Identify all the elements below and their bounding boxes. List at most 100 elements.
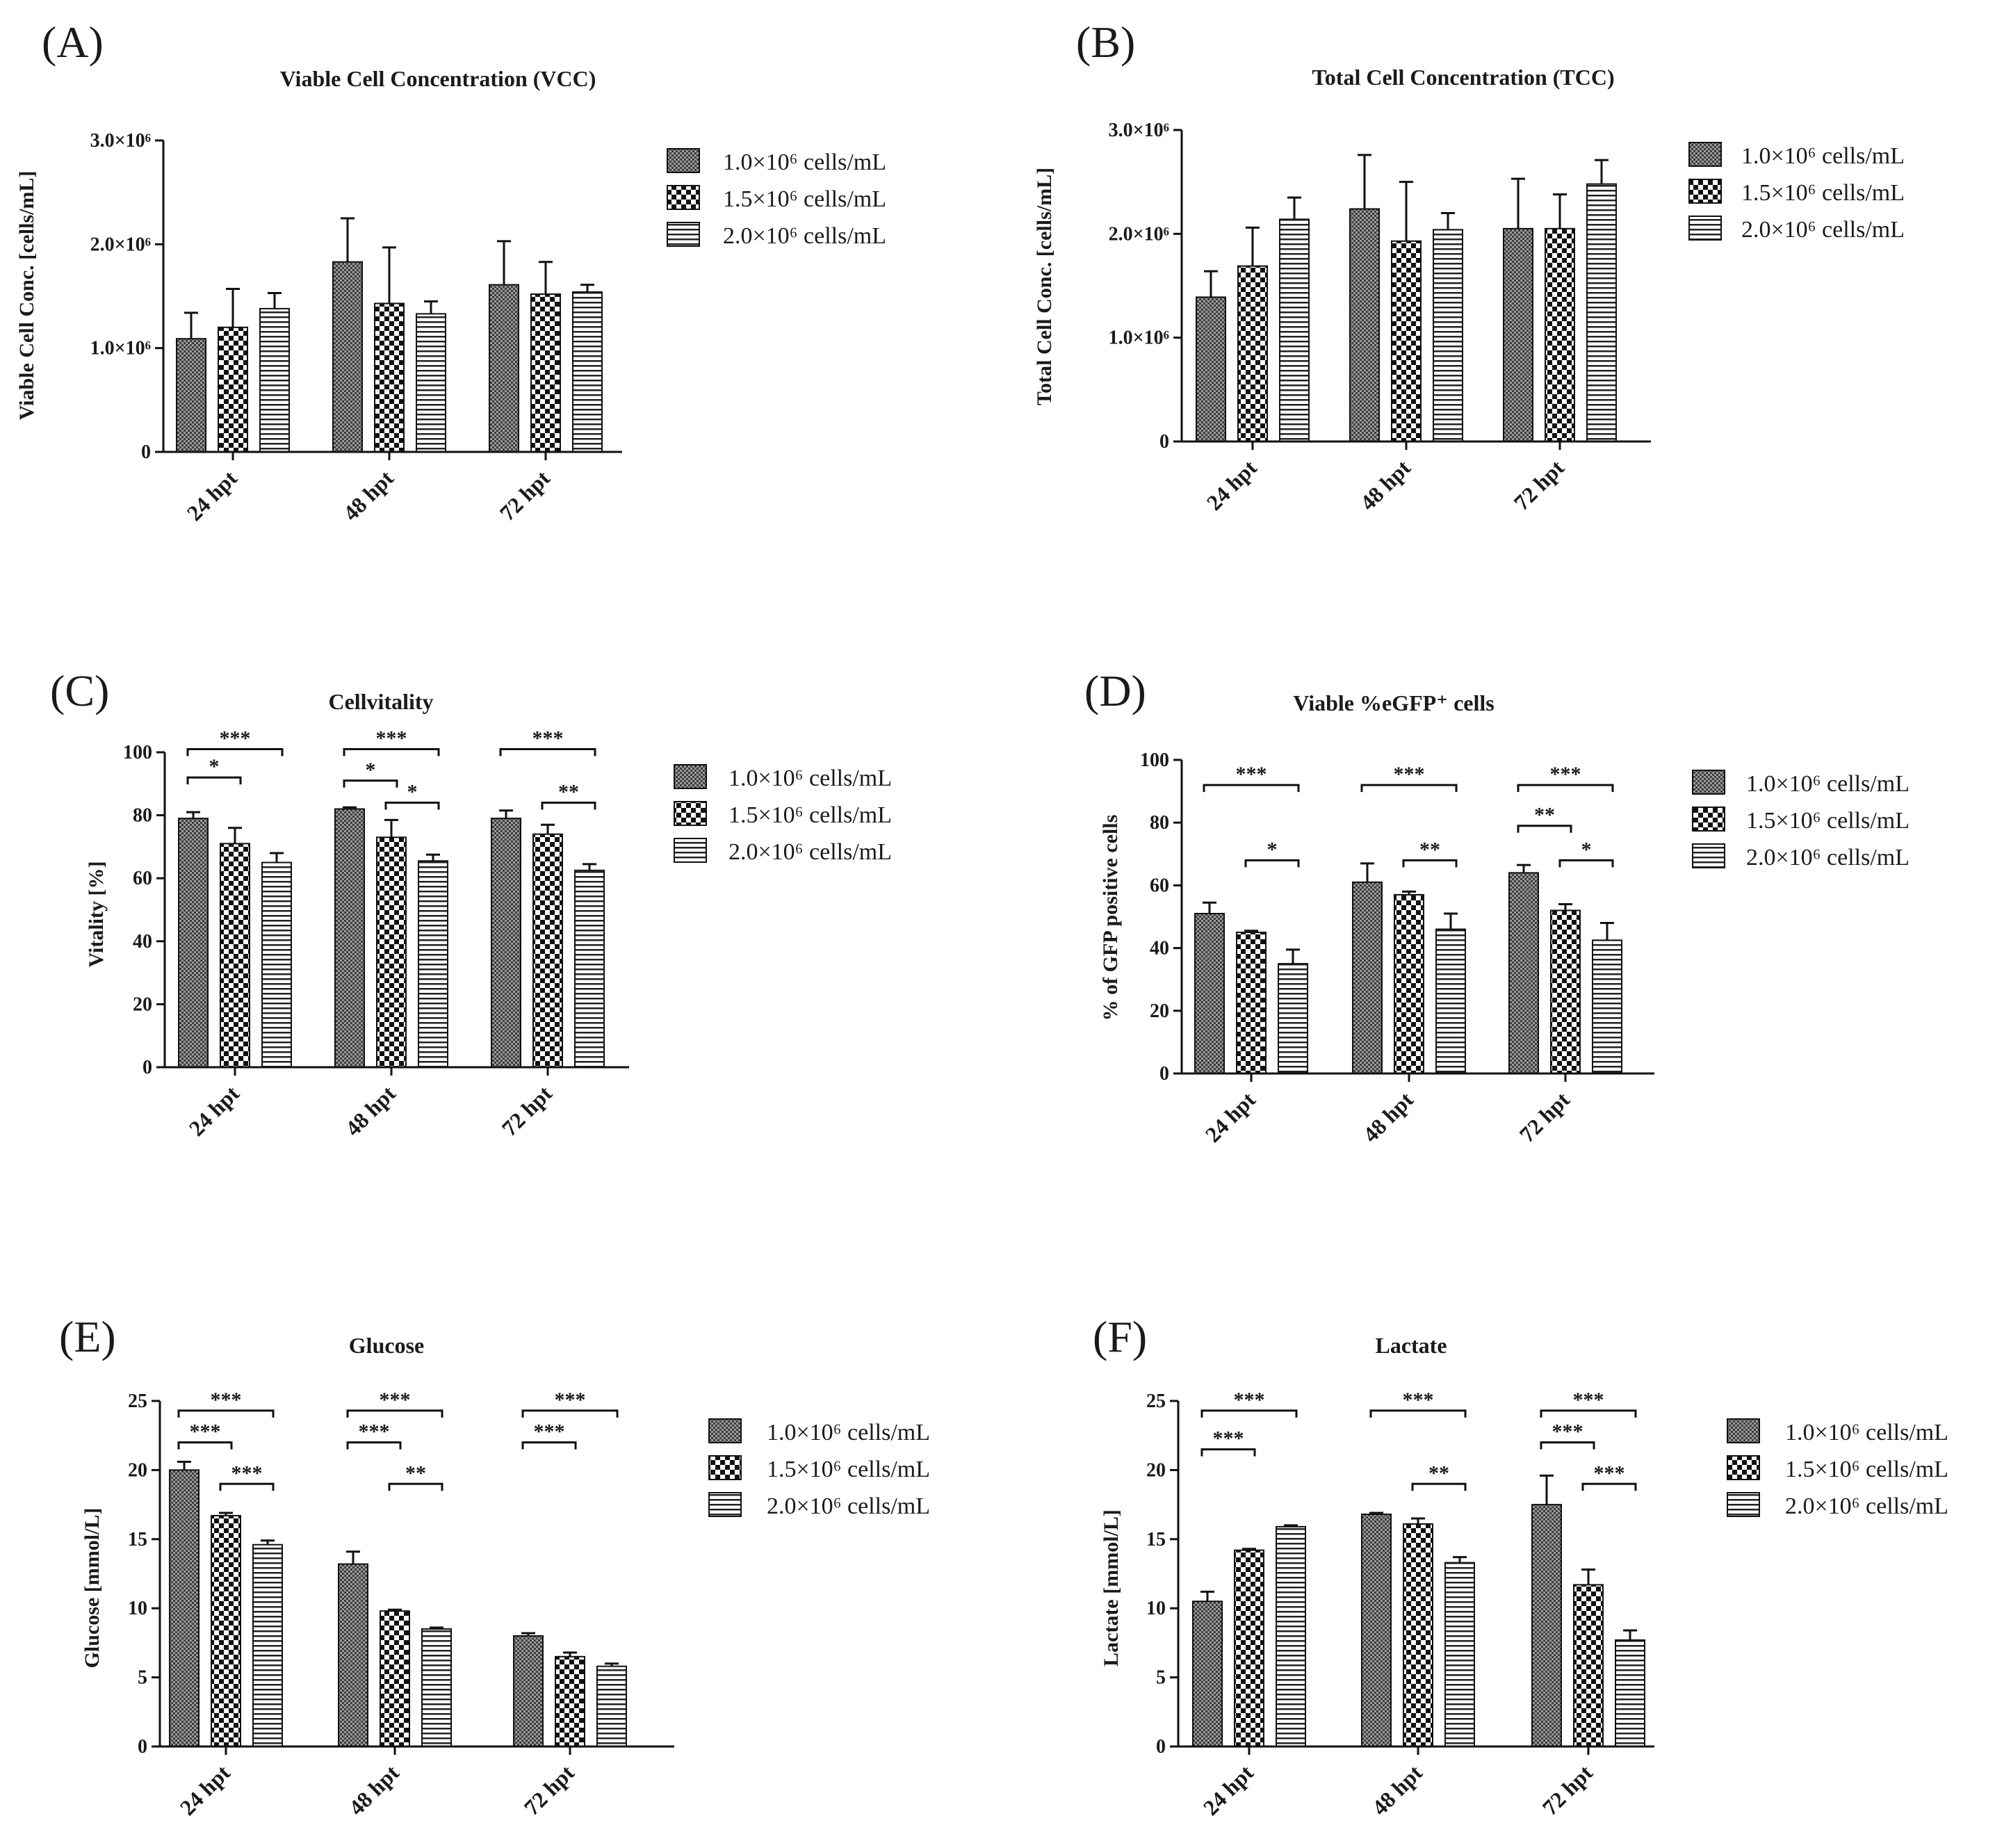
y-tick-label: 5 xyxy=(1156,1667,1166,1689)
bar-72-hpt-series-1 xyxy=(1503,227,1533,442)
y-tick-label: 20 xyxy=(1150,1000,1169,1022)
x-tick-label: 24 hpt xyxy=(182,465,243,526)
bar-48-hpt-series-3 xyxy=(421,1628,452,1748)
significance-label: ** xyxy=(1419,838,1440,861)
significance-label: * xyxy=(209,755,220,778)
significance-bracket xyxy=(219,1482,275,1491)
legend-swatch-2 xyxy=(1688,179,1722,204)
panel-d-title: Viable %eGFP⁺ cells xyxy=(1293,690,1494,715)
panel-b-plot: 0 1.0×10⁶ 2.0×10⁶ 3.0×10⁶ 24 hpt 48 hpt 72 hpt xyxy=(1109,120,1651,515)
significance-bracket xyxy=(1244,859,1300,868)
bar-24-hpt-series-2 xyxy=(211,1515,241,1747)
legend-label-3: 2.0×10⁶ cells/mL xyxy=(723,223,886,249)
legend-swatch-3 xyxy=(1688,216,1722,241)
legend-label-3: 2.0×10⁶ cells/mL xyxy=(1785,1493,1948,1519)
bar-24-hpt-series-3 xyxy=(259,307,290,453)
bar-48-hpt-series-2 xyxy=(1391,240,1422,442)
bar-24-hpt-series-3 xyxy=(1276,1525,1306,1747)
significance-bracket xyxy=(1402,859,1458,868)
significance-bracket xyxy=(1360,784,1458,793)
significance-label: * xyxy=(1267,838,1278,861)
significance-label: *** xyxy=(1403,1388,1434,1411)
panel-e-label: (E) xyxy=(59,1312,116,1361)
y-tick-label: 0 xyxy=(1156,1736,1166,1758)
bar-24-hpt-series-3 xyxy=(252,1543,283,1747)
panel-c: (C) Cellvitality Vitality [%] 0 20 40 60 80 1… xyxy=(50,666,892,1141)
x-tick-label: 72 hpt xyxy=(1538,1760,1598,1820)
significance-bracket xyxy=(346,1441,402,1450)
legend-swatch-1 xyxy=(667,148,700,173)
bar-24-hpt-series-2 xyxy=(1236,932,1267,1075)
panel-d-y-axis-label: % of GFP positive cells xyxy=(1099,815,1122,1021)
bar-72-hpt-series-2 xyxy=(555,1655,585,1748)
x-tick-label: 48 hpt xyxy=(339,465,399,526)
bar-48-hpt-series-3 xyxy=(416,313,446,453)
legend-swatch-2 xyxy=(667,185,700,210)
x-tick-label: 48 hpt xyxy=(1355,455,1416,515)
bar-72-hpt-series-1 xyxy=(491,818,521,1068)
significance-label: *** xyxy=(534,1420,565,1443)
legend-label-2: 1.5×10⁶ cells/mL xyxy=(1741,180,1905,206)
panel-f-label: (F) xyxy=(1093,1312,1147,1361)
bar-48-hpt-series-3 xyxy=(1433,229,1463,442)
bar-24-hpt-series-2 xyxy=(218,326,248,453)
y-tick-label: 25 xyxy=(128,1391,147,1412)
y-tick-label: 10 xyxy=(128,1598,147,1619)
legend-label-2: 1.5×10⁶ cells/mL xyxy=(1785,1457,1948,1482)
y-tick-label: 20 xyxy=(133,994,152,1015)
bar-48-hpt-series-2 xyxy=(1394,893,1424,1075)
bar-24-hpt-series-1 xyxy=(1194,912,1225,1074)
significance-bracket xyxy=(1517,784,1614,793)
bar-24-hpt-series-3 xyxy=(261,861,292,1069)
legend-label-3: 2.0×10⁶ cells/mL xyxy=(1746,845,1909,870)
significance-bracket xyxy=(388,1482,443,1491)
legend-swatch-3 xyxy=(708,1492,742,1517)
significance-bracket xyxy=(521,1441,577,1450)
y-tick-label: 0 xyxy=(1159,1063,1169,1085)
y-tick-label: 1.0×10⁶ xyxy=(90,338,151,359)
legend-swatch-1 xyxy=(1727,1418,1760,1443)
panel-e-y-axis-label: Glucose [mmol/L] xyxy=(81,1508,104,1669)
y-tick-label: 3.0×10⁶ xyxy=(1109,120,1169,141)
x-tick-label: 72 hpt xyxy=(497,1080,557,1141)
legend-label-3: 2.0×10⁶ cells/mL xyxy=(728,839,892,865)
significance-label: *** xyxy=(190,1420,221,1443)
legend-swatch-3 xyxy=(674,838,707,863)
x-tick-label: 48 hpt xyxy=(341,1080,401,1141)
significance-bracket xyxy=(186,776,242,785)
y-tick-label: 100 xyxy=(123,742,152,763)
panel-b-title: Total Cell Concentration (TCC) xyxy=(1312,65,1614,90)
significance-label: * xyxy=(1581,838,1592,861)
y-tick-label: 80 xyxy=(133,805,152,827)
y-tick-label: 40 xyxy=(133,931,152,953)
panel-c-label: (C) xyxy=(50,666,109,715)
legend-swatch-1 xyxy=(1692,770,1725,795)
bar-72-hpt-series-2 xyxy=(532,833,563,1069)
y-tick-label: 60 xyxy=(1150,875,1169,896)
significance-label: *** xyxy=(1236,763,1267,786)
panel-f-title: Lactate xyxy=(1375,1333,1447,1358)
bar-24-hpt-series-3 xyxy=(1278,963,1308,1075)
significance-label: *** xyxy=(1594,1461,1625,1484)
legend-label-1: 1.0×10⁶ cells/mL xyxy=(1746,771,1909,797)
bar-48-hpt-series-1 xyxy=(1349,208,1380,442)
panel-a-plot: 0 1.0×10⁶ 2.0×10⁶ 3.0×10⁶ 24 hpt 48 hpt 72 hpt xyxy=(90,130,622,526)
y-tick-label: 3.0×10⁶ xyxy=(90,130,151,152)
panel-b-y-axis-label: Total Cell Conc. [cells/mL] xyxy=(1033,168,1056,405)
panel-b-legend: 1.0×10⁶ cells/mL 1.5×10⁶ cells/mL 2.0×10… xyxy=(1688,142,1905,243)
bar-72-hpt-series-2 xyxy=(1550,909,1581,1074)
y-tick-label: 20 xyxy=(1146,1459,1166,1481)
x-tick-label: 24 hpt xyxy=(175,1760,236,1820)
significance-label: *** xyxy=(220,727,251,749)
significance-bracket xyxy=(1411,1482,1467,1491)
panel-d: (D) Viable %eGFP⁺ cells % of GFP positiv… xyxy=(1084,666,1909,1147)
legend-label-2: 1.5×10⁶ cells/mL xyxy=(723,186,886,212)
panel-a-y-axis-label: Viable Cell Conc. [cells/mL] xyxy=(15,171,38,421)
panel-b: (B) Total Cell Concentration (TCC) Total… xyxy=(1033,17,1905,515)
y-tick-label: 15 xyxy=(1146,1529,1166,1550)
significance-bracket xyxy=(1200,1409,1298,1418)
bar-48-hpt-series-3 xyxy=(1444,1562,1475,1747)
panel-c-y-axis-label: Vitality [%] xyxy=(85,861,108,967)
